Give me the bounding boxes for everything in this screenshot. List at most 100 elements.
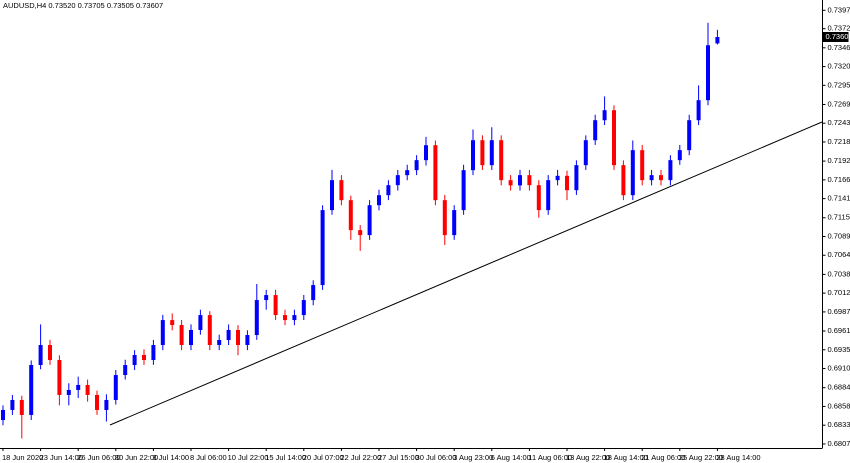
candle-body: [217, 340, 222, 346]
candle-body: [386, 185, 391, 196]
candle-body: [273, 295, 278, 316]
last-price-marker: [822, 32, 849, 43]
candle-body: [433, 145, 438, 201]
candle-body: [452, 210, 457, 236]
candle-body: [142, 355, 146, 361]
y-tick-label: 0.70125: [828, 288, 850, 297]
x-tick-label: 28 Aug 14:00: [716, 453, 760, 462]
candle-body: [85, 384, 90, 395]
candle-body: [687, 120, 692, 151]
candle-body: [405, 170, 410, 176]
candle-body: [160, 320, 165, 346]
y-tick-label: 0.70895: [828, 231, 850, 240]
x-tick-label: 3 Jul 14:00: [152, 453, 189, 462]
candle-body: [659, 175, 663, 181]
candle-body: [179, 325, 184, 346]
candle-body: [480, 140, 485, 166]
y-tick-label: 0.69355: [828, 345, 850, 354]
x-tick-label: 6 Aug 14:00: [491, 453, 531, 462]
candle-body: [170, 320, 175, 326]
candle-body: [207, 315, 212, 346]
candle-body: [442, 200, 447, 236]
x-tick-label: 20 Jul 07:00: [303, 453, 344, 462]
y-tick-label: 0.71665: [828, 175, 850, 184]
candle-body: [583, 140, 588, 166]
last-price-label: 0.73607: [826, 32, 850, 41]
y-tick-label: 0.73205: [828, 62, 850, 71]
candle-body: [593, 120, 598, 141]
candle-body: [555, 175, 560, 181]
candle-body: [283, 315, 287, 321]
candle-body: [696, 100, 701, 121]
x-tick-label: 18 Jun 2020: [2, 453, 43, 462]
y-tick-label: 0.68075: [828, 439, 850, 448]
chart-title: AUDUSD,H4 0.73520 0.73705 0.73505 0.7360…: [3, 1, 163, 10]
candle-body: [320, 210, 325, 286]
candle-body: [48, 345, 52, 361]
candle-body: [330, 180, 334, 211]
candle-body: [254, 300, 259, 336]
candle-body: [57, 360, 62, 395]
candle-body: [677, 150, 682, 161]
candle-body: [715, 37, 720, 44]
candle-body: [236, 330, 240, 346]
x-tick-label: 21 Aug 06:00: [641, 453, 685, 462]
candle-body: [264, 295, 269, 301]
candle-body: [104, 399, 109, 410]
candle-body: [612, 110, 616, 166]
candle-body: [311, 285, 316, 301]
x-tick-label: 23 Jun 14:00: [40, 453, 83, 462]
candle-body: [38, 345, 43, 366]
candle-body: [76, 384, 81, 390]
x-tick-label: 15 Jul 14:00: [265, 453, 306, 462]
candle-body: [1, 409, 5, 421]
x-tick-label: 18 Aug 14:00: [604, 453, 648, 462]
candle-body: [565, 175, 569, 191]
candle-body: [489, 140, 494, 166]
candle-body: [226, 330, 231, 341]
candle-body: [339, 180, 344, 201]
x-tick-label: 26 Jun 06:00: [77, 453, 120, 462]
x-tick-label: 27 Jul 15:00: [378, 453, 419, 462]
candle-body: [151, 345, 156, 361]
candle-body: [29, 365, 34, 415]
candle-body: [461, 170, 466, 211]
candle-body: [113, 375, 118, 400]
candle-body: [198, 315, 203, 331]
candle-body: [518, 175, 522, 186]
candle-body: [706, 45, 710, 101]
candle-body: [19, 399, 24, 415]
candle-body: [292, 315, 297, 321]
candle-body: [245, 335, 250, 346]
candle-body: [123, 365, 128, 376]
candle-body: [536, 185, 541, 211]
candle-body: [66, 389, 71, 395]
candle-body: [602, 110, 607, 121]
x-tick-label: 10 Jul 22:00: [228, 453, 269, 462]
candle-body: [414, 160, 419, 171]
candle-body: [649, 175, 654, 181]
candle-body: [668, 160, 673, 181]
x-tick-label: 13 Aug 22:00: [566, 453, 610, 462]
candle-body: [499, 140, 504, 181]
x-tick-label: 22 Jul 22:00: [340, 453, 381, 462]
x-tick-label: 30 Jul 06:00: [416, 453, 457, 462]
candle-body: [10, 399, 15, 410]
y-tick-label: 0.72435: [828, 118, 850, 127]
candle-body: [395, 175, 400, 186]
